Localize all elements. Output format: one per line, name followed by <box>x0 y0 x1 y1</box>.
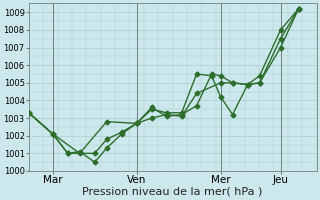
X-axis label: Pression niveau de la mer( hPa ): Pression niveau de la mer( hPa ) <box>83 187 263 197</box>
